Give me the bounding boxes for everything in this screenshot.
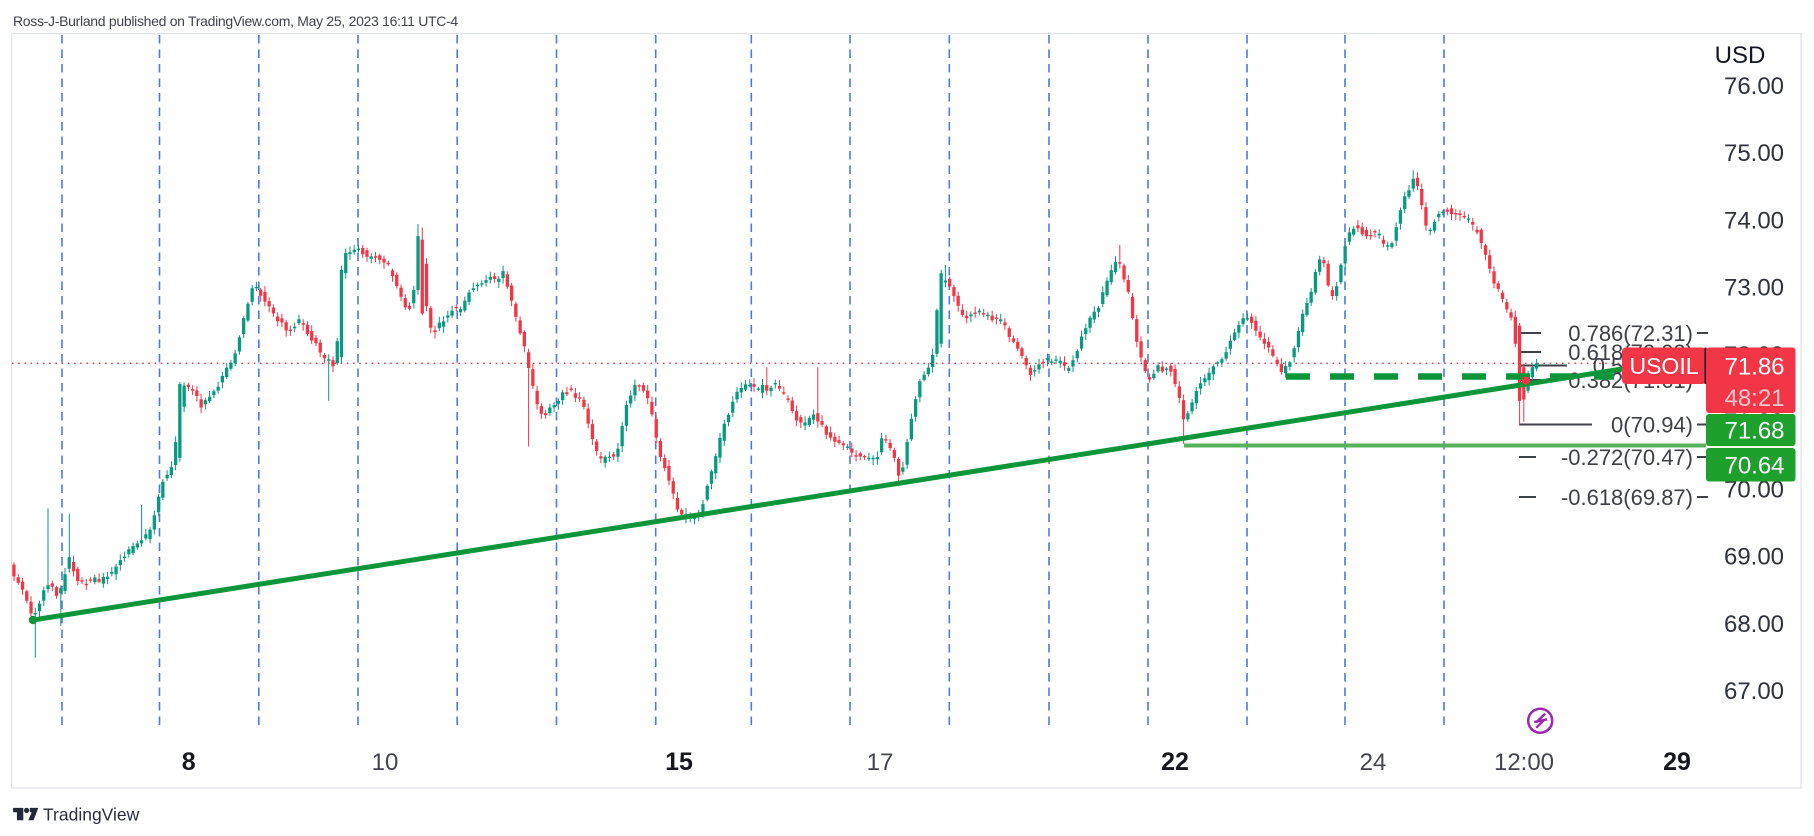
svg-text:29: 29 <box>1663 748 1691 776</box>
svg-text:-0.272(70.47): -0.272(70.47) <box>1561 445 1693 470</box>
svg-text:15: 15 <box>665 748 693 776</box>
svg-text:USD: USD <box>1715 42 1766 69</box>
svg-text:48:21: 48:21 <box>1724 385 1784 412</box>
svg-text:70.64: 70.64 <box>1724 452 1784 479</box>
svg-text:73.00: 73.00 <box>1724 275 1784 302</box>
svg-text:74.00: 74.00 <box>1724 207 1784 234</box>
svg-text:67.00: 67.00 <box>1724 678 1784 705</box>
svg-text:12:00: 12:00 <box>1494 749 1554 776</box>
svg-text:71.68: 71.68 <box>1724 418 1784 445</box>
svg-text:TradingView: TradingView <box>43 805 140 825</box>
svg-text:0(70.94): 0(70.94) <box>1611 413 1693 438</box>
svg-text:Ross-J-Burland published on Tr: Ross-J-Burland published on TradingView.… <box>13 13 458 29</box>
svg-text:USOIL: USOIL <box>1629 353 1698 379</box>
svg-text:17: 17 <box>867 749 894 776</box>
svg-text:75.00: 75.00 <box>1724 140 1784 167</box>
svg-text:71.86: 71.86 <box>1724 353 1784 380</box>
svg-text:0.786(72.31): 0.786(72.31) <box>1568 321 1693 346</box>
svg-text:22: 22 <box>1161 748 1189 776</box>
svg-text:76.00: 76.00 <box>1724 73 1784 100</box>
svg-text:-0.618(69.87): -0.618(69.87) <box>1561 485 1693 510</box>
svg-text:24: 24 <box>1360 749 1387 776</box>
svg-text:68.00: 68.00 <box>1724 611 1784 638</box>
svg-text:69.00: 69.00 <box>1724 544 1784 571</box>
svg-text:8: 8 <box>182 748 196 776</box>
svg-text:10: 10 <box>372 749 399 776</box>
